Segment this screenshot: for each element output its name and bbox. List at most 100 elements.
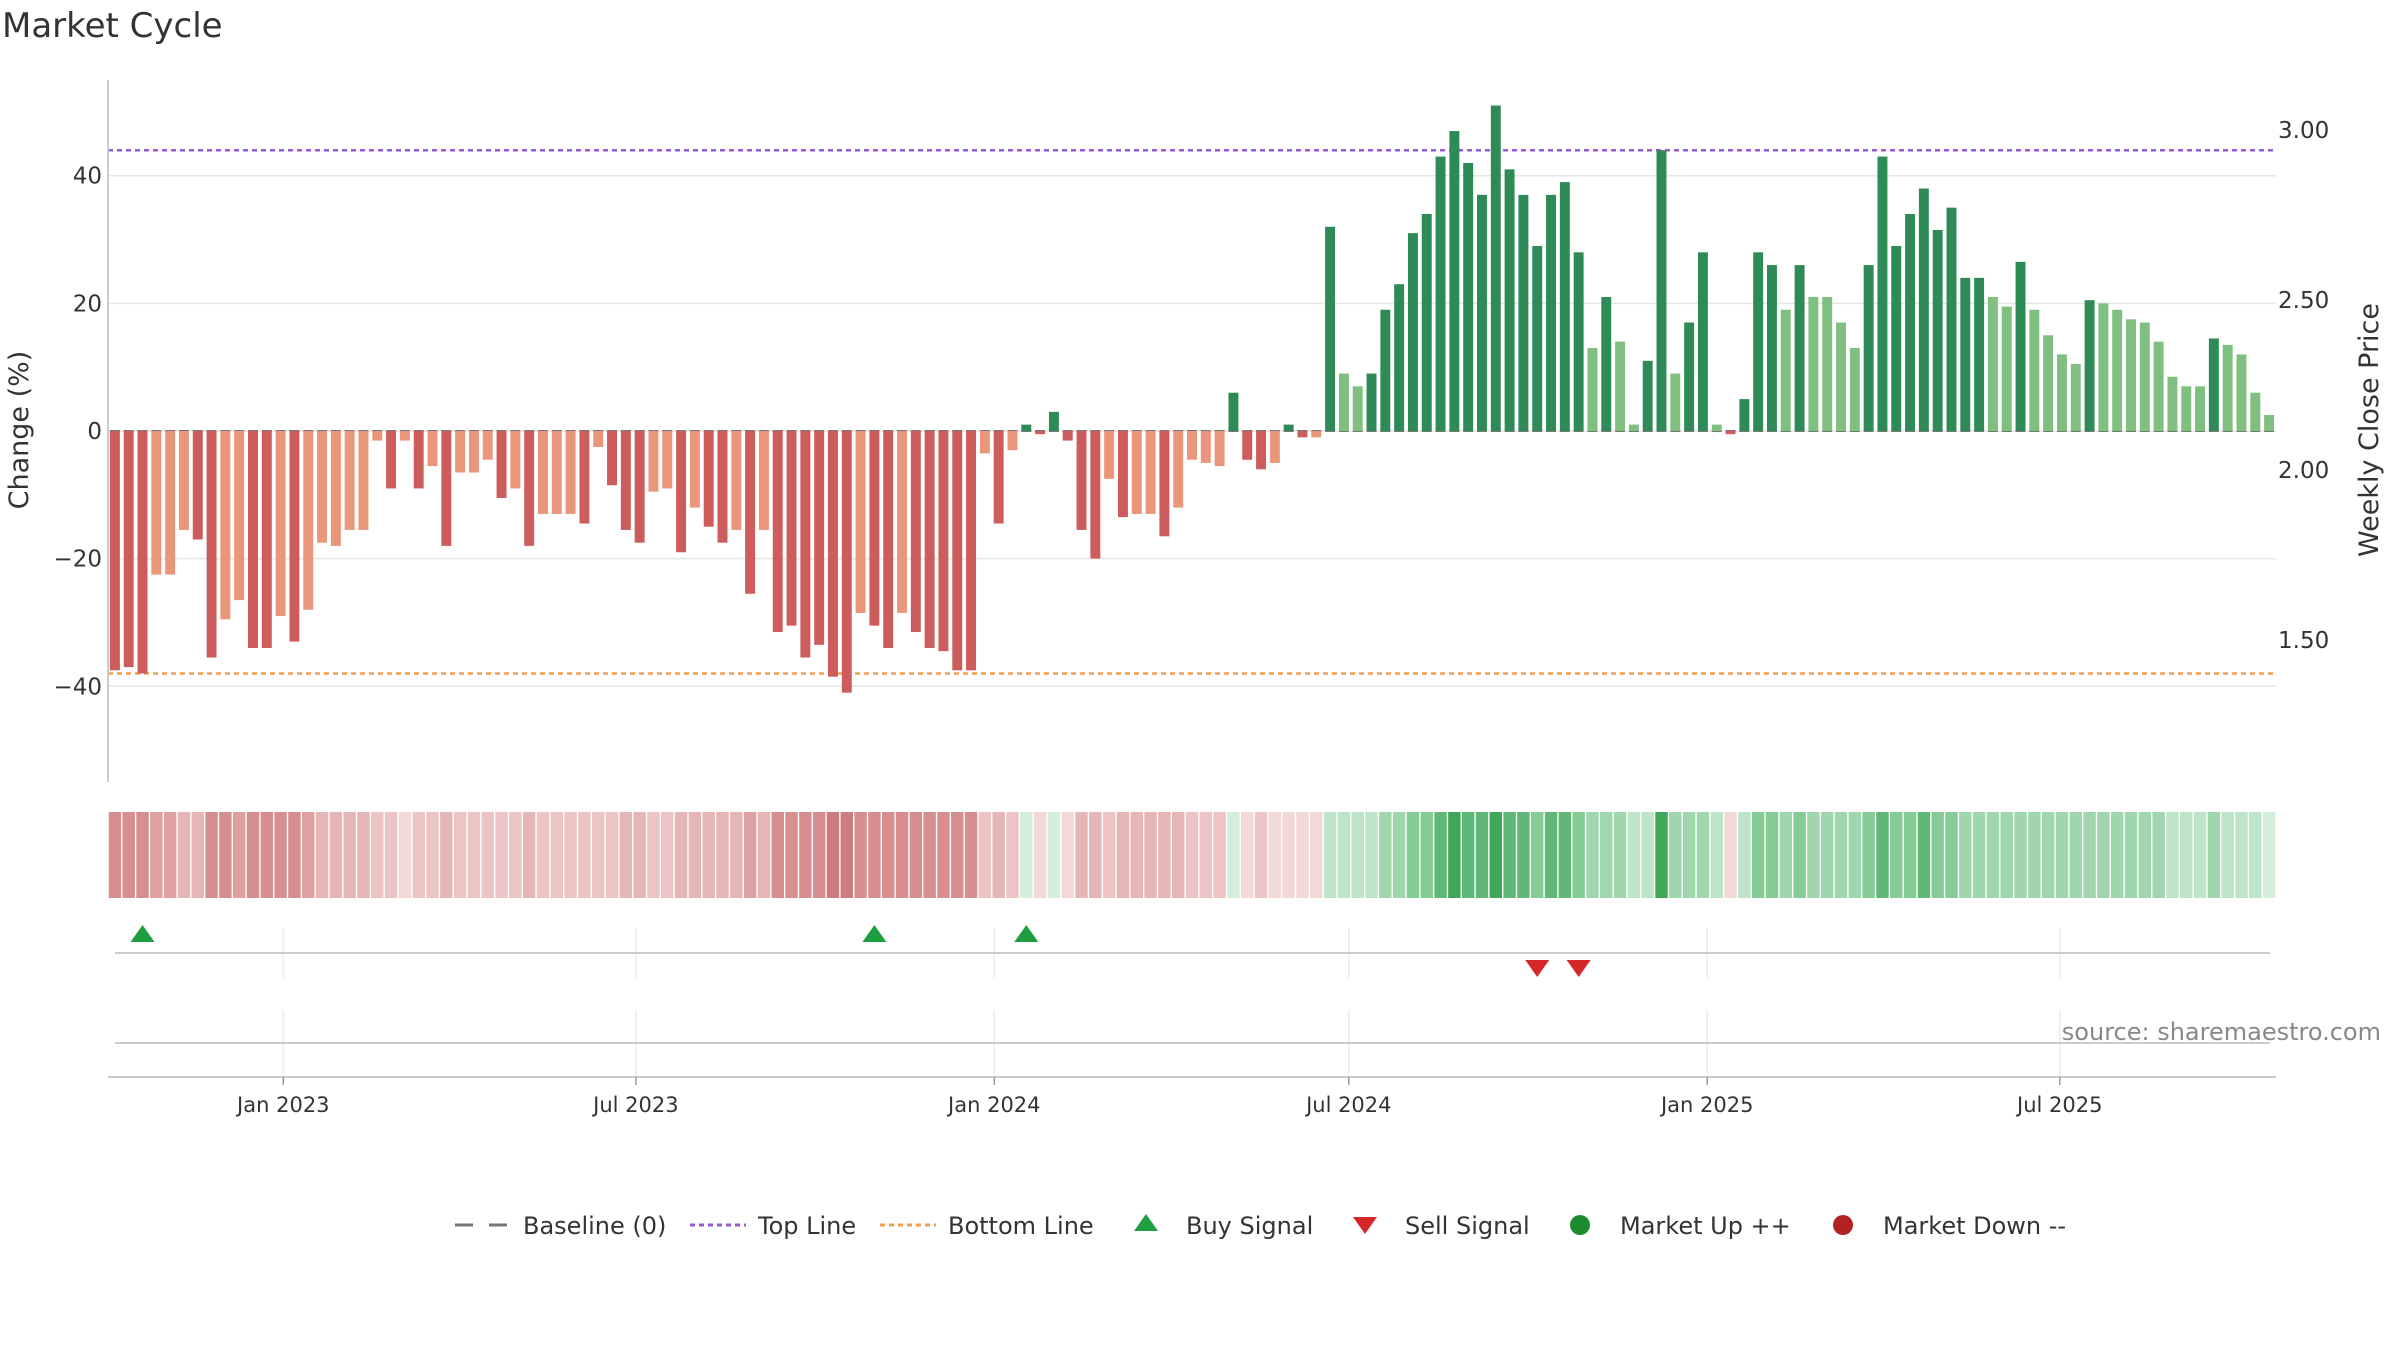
heat-cell [1544,812,1558,898]
heat-cell [2014,812,2027,898]
heat-cell [2249,812,2262,898]
bar [220,431,231,620]
heat-cell [412,812,425,898]
x-tick-label: Jul 2023 [591,1093,678,1117]
bar [1877,156,1888,431]
heat-cell [2083,812,2096,898]
bar [330,431,341,546]
heat-cell [440,812,453,898]
heat-cell [1682,812,1696,898]
bar [551,431,562,514]
heat-cell [1033,812,1047,898]
bar [2264,415,2275,431]
bar [1338,373,1349,431]
bar [841,431,852,693]
bar [1062,431,1073,441]
bar [1076,431,1087,530]
bar [1559,182,1570,431]
heat-cell [1379,812,1392,898]
heat-cell [674,812,688,898]
y-tick-label: 0 [87,419,102,445]
heat-cell [163,812,177,898]
bar [510,431,521,489]
bar [303,431,314,610]
bar [151,431,162,575]
bar [772,431,783,633]
heat-cell [1241,812,1254,898]
bar [1753,252,1764,431]
heat-cell [1641,812,1654,898]
bar [192,431,203,540]
bar [924,431,935,648]
y2-tick-label: 3.00 [2278,118,2329,144]
heat-cell [191,812,204,898]
heat-cell [1102,812,1116,898]
bar [317,431,328,543]
bar [1670,373,1681,431]
bar [1932,229,1943,431]
heat-cell [1227,812,1240,898]
heat-cell [1158,812,1171,898]
bar [524,431,535,546]
y2-tick-label: 2.50 [2278,288,2329,314]
bar [1435,156,1446,431]
heat-cell [136,812,149,898]
heat-cell [1890,812,1903,898]
sell-signal-marker [1566,960,1591,977]
y2-tick-label: 1.50 [2278,628,2329,654]
bar [2250,392,2261,431]
bar [855,431,866,613]
bar [1573,252,1584,431]
bar [1366,373,1377,431]
heat-cell [495,812,508,898]
bar [1946,207,1957,431]
bar [372,431,383,441]
heat-cell [357,812,370,898]
heat-cell [1310,812,1323,898]
heat-cell [895,812,909,898]
bar [1145,431,1156,514]
heat-cell [1627,812,1641,898]
bar [468,431,479,473]
bar [248,431,258,648]
bar [2084,300,2095,431]
y-tick-label: −20 [53,547,102,573]
heat-cell [302,812,315,898]
bar [1628,424,1639,431]
heat-cell [1461,812,1475,898]
heat-cell [633,812,646,898]
heat-cell [992,812,1005,898]
heat-cell [2138,812,2152,898]
heat-cell [150,812,163,898]
y-tick-label: 40 [73,164,102,190]
bar [1918,188,1929,431]
bar [1697,252,1708,431]
heat-cell [2152,812,2165,898]
bar [731,431,742,530]
heat-cell [854,812,867,898]
bar [1463,162,1474,431]
heat-cell [1917,812,1931,898]
bar [1407,233,1418,431]
heat-cell [1517,812,1530,898]
bar [1836,322,1846,431]
buy-signal-marker [130,925,155,942]
bar [1311,431,1322,438]
legend-item: Market Up ++ [1570,1212,1791,1240]
heat-cell [1434,812,1447,898]
x-tick-label: Jul 2024 [1304,1093,1391,1117]
heat-cell [177,812,191,898]
bar [1297,431,1308,438]
legend-label: Bottom Line [948,1212,1094,1240]
heat-cell [619,812,633,898]
heat-cell [868,812,881,898]
heat-cell [2166,812,2179,898]
heat-cell [1365,812,1378,898]
legend-label: Market Up ++ [1620,1212,1791,1240]
bar [165,431,176,575]
source-label: source: sharemaestro.com [2062,1018,2381,1046]
bar [758,431,769,530]
heat-cell [1724,812,1737,898]
heat-cell [384,812,398,898]
